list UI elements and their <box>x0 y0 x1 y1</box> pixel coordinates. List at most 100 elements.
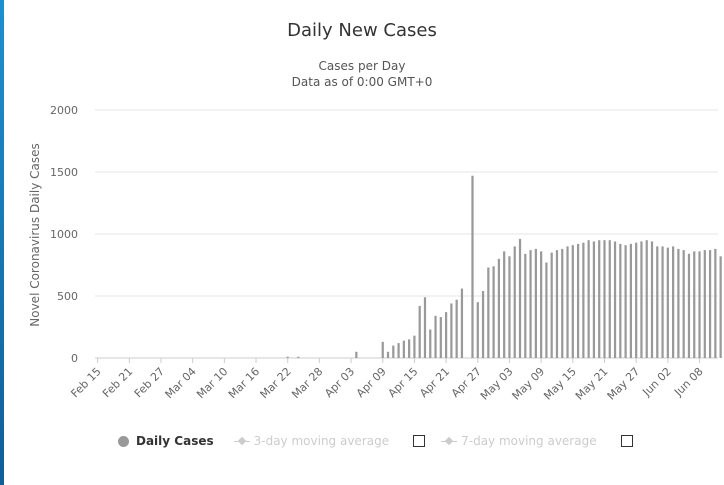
x-tick-label: Mar 04 <box>163 365 199 401</box>
legend-label-7day-average: 7-day moving average <box>461 434 597 448</box>
x-tick-label: May 27 <box>605 365 643 403</box>
bar[interactable] <box>592 241 596 358</box>
bar[interactable] <box>439 317 442 358</box>
bar[interactable] <box>645 240 648 358</box>
legend-item-daily-cases[interactable]: Daily Cases <box>118 434 214 448</box>
bar[interactable] <box>487 267 490 358</box>
bar[interactable] <box>418 305 421 358</box>
bar[interactable] <box>640 241 643 358</box>
bar[interactable] <box>286 356 289 358</box>
bar[interactable] <box>682 250 685 358</box>
legend-line-diamond-icon <box>441 436 458 447</box>
y-axis: 0 500 1000 1500 2000 <box>50 104 78 365</box>
x-tick-label: Apr 03 <box>322 365 357 400</box>
bar[interactable] <box>392 345 395 358</box>
legend-item-3day-average[interactable]: 3-day moving average <box>233 434 390 448</box>
bar[interactable] <box>693 251 696 358</box>
x-tick-label: Apr 09 <box>354 365 389 400</box>
x-tick-label: Feb 21 <box>100 365 135 400</box>
bar[interactable] <box>413 335 416 358</box>
bar[interactable] <box>587 240 590 358</box>
x-tick-label: Mar 28 <box>289 365 325 401</box>
bar[interactable] <box>423 297 427 358</box>
legend-circle-icon <box>118 435 129 447</box>
bar[interactable] <box>571 245 574 358</box>
legend-label-3day-average: 3-day moving average <box>253 434 390 448</box>
legend: Daily Cases 3-day moving average 7-day m… <box>118 430 649 452</box>
bar[interactable] <box>534 248 537 358</box>
bar[interactable] <box>561 248 564 358</box>
3day-average-checkbox[interactable] <box>413 435 426 447</box>
bar[interactable] <box>635 242 638 358</box>
chart-subtitle: Cases per Day <box>318 59 406 73</box>
bar[interactable] <box>650 241 654 358</box>
bar[interactable] <box>566 246 569 358</box>
bar[interactable] <box>455 299 458 358</box>
bar[interactable] <box>518 238 522 358</box>
bar[interactable] <box>598 240 601 358</box>
bar[interactable] <box>471 175 474 358</box>
7day-average-checkbox[interactable] <box>620 435 633 447</box>
bar[interactable] <box>703 250 706 358</box>
bar[interactable] <box>582 242 585 358</box>
bar[interactable] <box>460 288 464 358</box>
bar[interactable] <box>666 247 669 358</box>
bar[interactable] <box>603 240 606 358</box>
bar[interactable] <box>545 262 548 358</box>
bar[interactable] <box>687 253 691 358</box>
legend-label-daily-cases: Daily Cases <box>136 434 214 448</box>
bar[interactable] <box>656 246 659 358</box>
bar[interactable] <box>434 315 437 358</box>
bar[interactable] <box>508 256 511 358</box>
bar[interactable] <box>481 291 485 358</box>
bar[interactable] <box>672 246 675 358</box>
bar[interactable] <box>719 256 722 358</box>
y-tick-label: 500 <box>57 290 78 303</box>
bar[interactable] <box>355 351 358 358</box>
bar[interactable] <box>386 351 390 358</box>
x-tick-label: May 15 <box>541 365 579 403</box>
x-tick-label: Jun 08 <box>671 365 705 399</box>
bar[interactable] <box>397 343 400 358</box>
bar[interactable] <box>613 241 617 358</box>
bar[interactable] <box>576 243 580 358</box>
bar[interactable] <box>503 251 506 358</box>
bar[interactable] <box>540 251 543 358</box>
bar[interactable] <box>492 266 495 358</box>
bar[interactable] <box>529 250 532 358</box>
bar[interactable] <box>714 248 717 358</box>
bar[interactable] <box>555 250 559 358</box>
bar[interactable] <box>450 303 453 358</box>
bar[interactable] <box>708 250 712 358</box>
x-tick-label: Apr 15 <box>386 365 421 400</box>
bar[interactable] <box>513 246 516 358</box>
chart-title: Daily New Cases <box>287 20 437 41</box>
x-tick-label: Mar 10 <box>194 365 230 401</box>
bar[interactable] <box>608 240 611 358</box>
x-tick-label: Jun 02 <box>640 365 674 399</box>
bar[interactable] <box>629 243 632 358</box>
bar[interactable] <box>550 252 553 358</box>
bar[interactable] <box>624 245 627 358</box>
bar[interactable] <box>444 312 448 358</box>
bar[interactable] <box>297 356 300 358</box>
y-tick-label: 1500 <box>50 166 78 179</box>
x-tick-label: Mar 16 <box>226 365 262 401</box>
bar[interactable] <box>381 341 384 358</box>
bar[interactable] <box>677 248 680 358</box>
bar[interactable] <box>524 253 527 358</box>
legend-item-7day-average[interactable]: 7-day moving average <box>441 434 597 448</box>
bar[interactable] <box>476 302 479 358</box>
bar[interactable] <box>698 251 701 358</box>
bar[interactable] <box>408 339 411 358</box>
x-tick-label: Mar 22 <box>258 365 294 401</box>
bar[interactable] <box>619 243 622 358</box>
bar-series <box>286 175 722 358</box>
x-tick-label: May 21 <box>573 365 611 403</box>
bar[interactable] <box>402 340 405 358</box>
bar[interactable] <box>497 258 501 358</box>
bar[interactable] <box>661 246 664 358</box>
bar[interactable] <box>429 329 432 358</box>
